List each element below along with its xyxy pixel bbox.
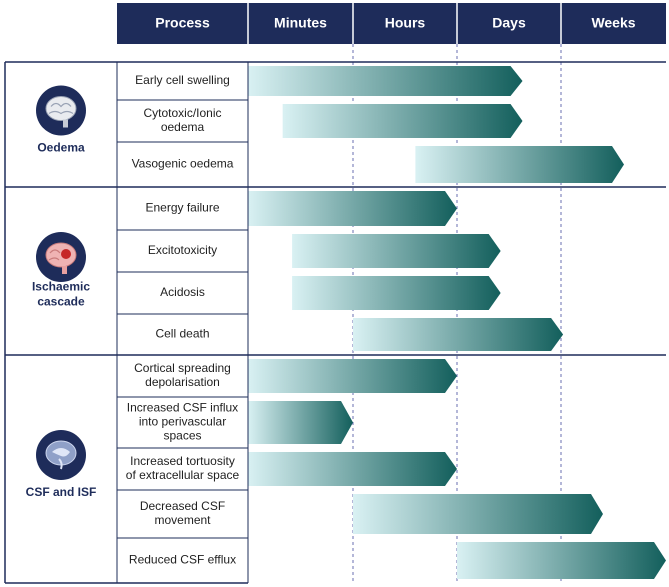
timeline-bar bbox=[292, 234, 501, 268]
timeline-bar bbox=[353, 318, 564, 351]
timeline-bar bbox=[415, 146, 624, 183]
timeline-bar bbox=[248, 191, 457, 226]
process-label: Acidosis bbox=[160, 285, 205, 299]
timeline-bar bbox=[353, 494, 603, 534]
header-hours: Hours bbox=[385, 15, 426, 31]
process-label: Increased tortuosity bbox=[130, 454, 235, 468]
process-label: depolarisation bbox=[145, 375, 220, 389]
process-label: oedema bbox=[161, 120, 205, 134]
brain-folds bbox=[48, 249, 61, 261]
timeline-bar bbox=[292, 276, 501, 310]
ischaemic-spot bbox=[61, 249, 71, 259]
group-label: cascade bbox=[37, 295, 85, 309]
brain-shape bbox=[45, 96, 77, 121]
brain-folds bbox=[48, 102, 74, 115]
timeline-bar bbox=[457, 542, 666, 579]
header-bar bbox=[117, 3, 666, 44]
process-label: Cell death bbox=[155, 327, 209, 341]
process-label: Vasogenic oedema bbox=[132, 157, 234, 171]
process-label: movement bbox=[154, 513, 211, 527]
header-weeks: Weeks bbox=[591, 15, 635, 31]
brain-stem bbox=[58, 458, 63, 470]
timeline-bar bbox=[248, 401, 353, 444]
brain-shape bbox=[45, 242, 77, 268]
process-label: Increased CSF influx bbox=[127, 401, 238, 415]
header-minutes: Minutes bbox=[274, 15, 327, 31]
process-label: Energy failure bbox=[145, 201, 219, 215]
timeline-bar bbox=[248, 66, 523, 96]
process-label: spaces bbox=[163, 429, 201, 443]
timeline-bar bbox=[248, 359, 457, 393]
process-label: Cortical spreading bbox=[134, 361, 231, 375]
process-label: into perivascular bbox=[139, 415, 226, 429]
process-label: Early cell swelling bbox=[135, 73, 230, 87]
process-label: Excitotoxicity bbox=[148, 243, 217, 257]
group-label: CSF and ISF bbox=[26, 485, 97, 499]
process-label: Reduced CSF efflux bbox=[129, 553, 236, 567]
timeline-bar bbox=[282, 104, 523, 138]
process-label: Decreased CSF bbox=[140, 499, 225, 513]
brain-stem bbox=[62, 266, 67, 274]
header-days: Days bbox=[492, 15, 526, 31]
header-process: Process bbox=[155, 15, 210, 31]
process-label: of extracellular space bbox=[126, 468, 240, 482]
group-label: Ischaemic bbox=[32, 280, 90, 294]
process-label: Cytotoxic/Ionic bbox=[143, 106, 221, 120]
group-label: Oedema bbox=[37, 141, 85, 155]
ventricle-shape bbox=[52, 448, 70, 457]
timeline-bar bbox=[248, 452, 457, 486]
brain-stem bbox=[63, 119, 68, 128]
